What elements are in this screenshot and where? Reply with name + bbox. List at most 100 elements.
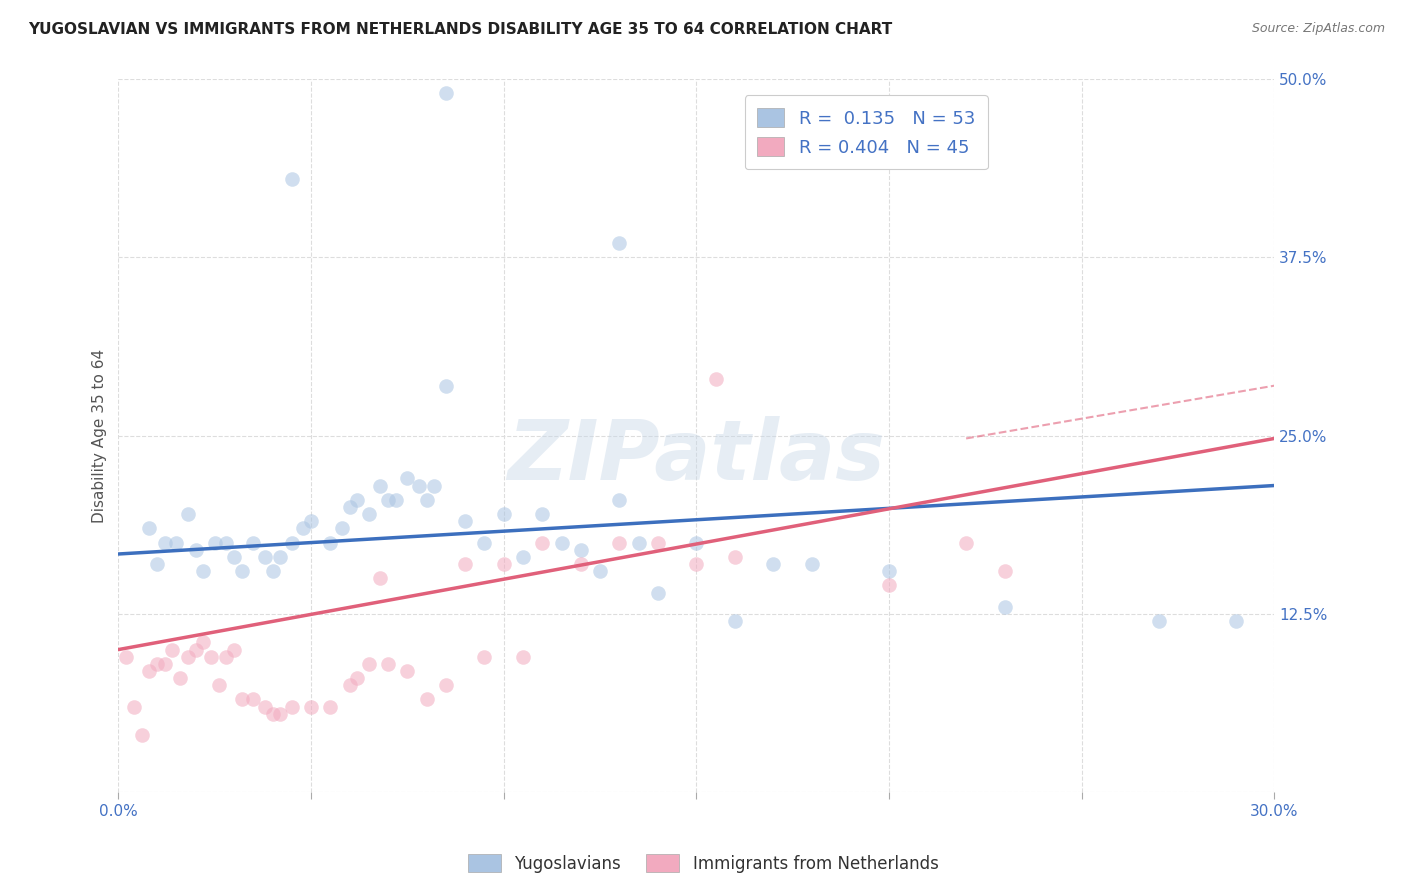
Point	[281, 699, 304, 714]
Point	[434, 678, 457, 692]
Point	[319, 699, 342, 714]
Point	[146, 557, 169, 571]
Point	[647, 585, 669, 599]
Point	[877, 578, 900, 592]
Point	[339, 500, 361, 514]
Point	[531, 535, 554, 549]
Point	[131, 728, 153, 742]
Point	[762, 557, 785, 571]
Point	[253, 699, 276, 714]
Point	[434, 87, 457, 101]
Point	[269, 549, 291, 564]
Point	[724, 549, 747, 564]
Point	[269, 706, 291, 721]
Point	[153, 535, 176, 549]
Point	[262, 706, 284, 721]
Point	[685, 535, 707, 549]
Point	[1147, 614, 1170, 628]
Point	[474, 535, 496, 549]
Point	[569, 542, 592, 557]
Point	[242, 692, 264, 706]
Point	[153, 657, 176, 671]
Point	[531, 507, 554, 521]
Point	[994, 564, 1017, 578]
Point	[415, 492, 437, 507]
Point	[292, 521, 315, 535]
Point	[200, 649, 222, 664]
Point	[370, 478, 392, 492]
Point	[396, 471, 419, 485]
Point	[492, 507, 515, 521]
Point	[193, 635, 215, 649]
Point	[396, 664, 419, 678]
Point	[299, 699, 322, 714]
Point	[357, 657, 380, 671]
Point	[1225, 614, 1247, 628]
Point	[877, 564, 900, 578]
Y-axis label: Disability Age 35 to 64: Disability Age 35 to 64	[93, 349, 107, 523]
Point	[550, 535, 572, 549]
Point	[339, 678, 361, 692]
Point	[609, 492, 631, 507]
Point	[370, 571, 392, 585]
Point	[262, 564, 284, 578]
Point	[492, 557, 515, 571]
Text: YUGOSLAVIAN VS IMMIGRANTS FROM NETHERLANDS DISABILITY AGE 35 TO 64 CORRELATION C: YUGOSLAVIAN VS IMMIGRANTS FROM NETHERLAN…	[28, 22, 893, 37]
Point	[319, 535, 342, 549]
Point	[177, 507, 200, 521]
Text: Source: ZipAtlas.com: Source: ZipAtlas.com	[1251, 22, 1385, 36]
Point	[177, 649, 200, 664]
Point	[569, 557, 592, 571]
Point	[589, 564, 612, 578]
Point	[330, 521, 353, 535]
Point	[512, 549, 534, 564]
Point	[115, 649, 138, 664]
Point	[222, 549, 245, 564]
Point	[454, 557, 477, 571]
Point	[162, 642, 184, 657]
Point	[512, 649, 534, 664]
Point	[724, 614, 747, 628]
Point	[474, 649, 496, 664]
Point	[385, 492, 408, 507]
Point	[801, 557, 824, 571]
Point	[609, 535, 631, 549]
Point	[215, 649, 238, 664]
Point	[434, 378, 457, 392]
Point	[415, 692, 437, 706]
Point	[193, 564, 215, 578]
Point	[377, 657, 399, 671]
Point	[169, 671, 191, 685]
Point	[346, 671, 368, 685]
Point	[184, 642, 207, 657]
Point	[423, 478, 446, 492]
Point	[685, 557, 707, 571]
Legend: R =  0.135   N = 53, R = 0.404   N = 45: R = 0.135 N = 53, R = 0.404 N = 45	[745, 95, 988, 169]
Point	[146, 657, 169, 671]
Point	[184, 542, 207, 557]
Point	[454, 514, 477, 528]
Point	[138, 664, 160, 678]
Point	[138, 521, 160, 535]
Point	[299, 514, 322, 528]
Point	[346, 492, 368, 507]
Point	[242, 535, 264, 549]
Point	[647, 535, 669, 549]
Point	[704, 371, 727, 385]
Point	[357, 507, 380, 521]
Point	[122, 699, 145, 714]
Point	[994, 599, 1017, 614]
Point	[627, 535, 650, 549]
Point	[955, 535, 977, 549]
Point	[231, 564, 253, 578]
Legend: Yugoslavians, Immigrants from Netherlands: Yugoslavians, Immigrants from Netherland…	[461, 847, 945, 880]
Point	[281, 535, 304, 549]
Point	[215, 535, 238, 549]
Point	[165, 535, 187, 549]
Point	[204, 535, 226, 549]
Text: ZIPatlas: ZIPatlas	[508, 417, 886, 498]
Point	[231, 692, 253, 706]
Point	[609, 235, 631, 250]
Point	[253, 549, 276, 564]
Point	[222, 642, 245, 657]
